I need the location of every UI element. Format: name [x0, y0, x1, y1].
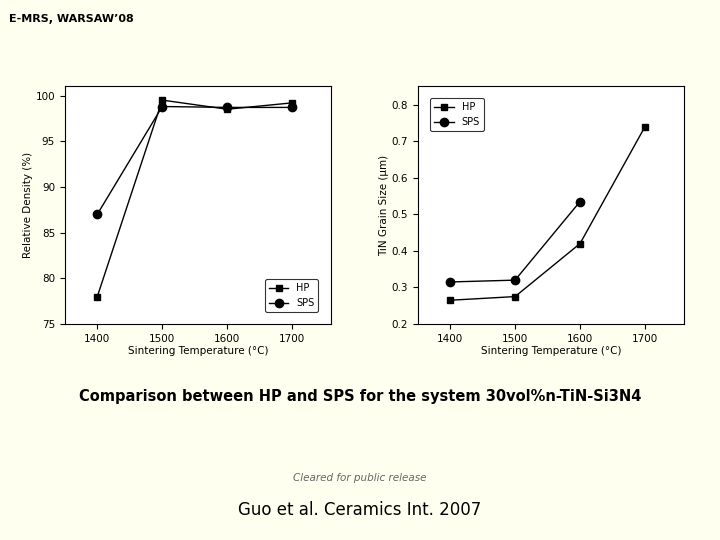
Y-axis label: Relative Density (%): Relative Density (%): [22, 152, 32, 258]
SPS: [93, 211, 102, 218]
Text: Comparison between HP and SPS for the system 30vol%n-TiN-Si3N4: Comparison between HP and SPS for the sy…: [78, 389, 642, 404]
X-axis label: Sintering Temperature (°C): Sintering Temperature (°C): [480, 347, 621, 356]
SPS: [510, 277, 519, 284]
HP: [158, 97, 166, 103]
SPS: [446, 279, 454, 285]
Legend: HP, SPS: HP, SPS: [431, 98, 484, 131]
HP: [641, 123, 649, 130]
Line: HP: HP: [446, 123, 649, 303]
Line: SPS: SPS: [446, 198, 584, 286]
SPS: [158, 103, 166, 110]
X-axis label: Sintering Temperature (°C): Sintering Temperature (°C): [127, 347, 269, 356]
Line: SPS: SPS: [93, 103, 297, 219]
SPS: [223, 104, 232, 111]
HP: [93, 293, 102, 300]
SPS: [288, 104, 297, 111]
Legend: HP, SPS: HP, SPS: [265, 279, 318, 312]
SPS: [576, 198, 585, 205]
HP: [510, 293, 519, 300]
HP: [446, 297, 454, 303]
HP: [576, 240, 585, 247]
HP: [288, 99, 297, 106]
Text: E-MRS, WARSAW’08: E-MRS, WARSAW’08: [9, 14, 133, 24]
Y-axis label: TiN Grain Size (µm): TiN Grain Size (µm): [379, 154, 389, 256]
HP: [223, 106, 232, 112]
Line: HP: HP: [94, 97, 296, 300]
Text: Cleared for public release: Cleared for public release: [293, 473, 427, 483]
Text: Guo et al. Ceramics Int. 2007: Guo et al. Ceramics Int. 2007: [238, 501, 482, 519]
